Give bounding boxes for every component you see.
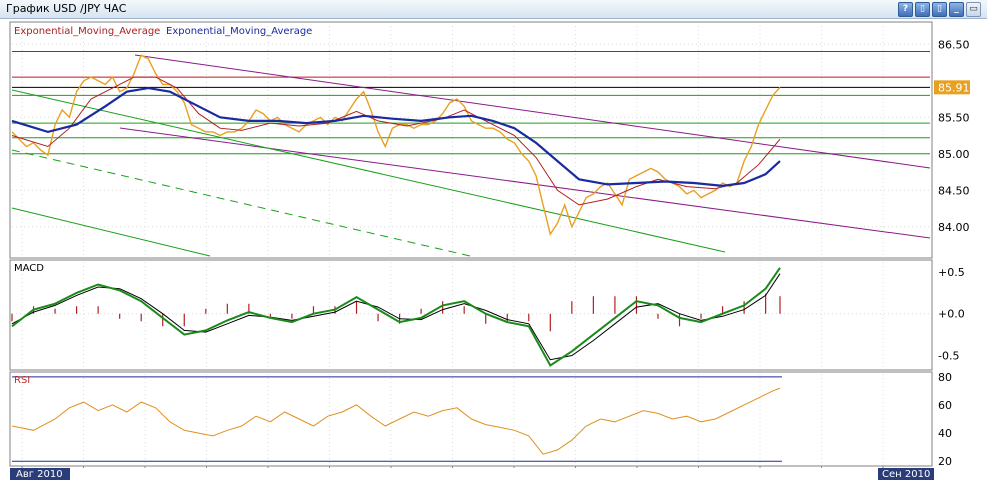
ema-slow-line <box>11 86 781 188</box>
macd-y-label-2: -0.5 <box>938 349 959 362</box>
macd-panel <box>9 259 933 371</box>
current-price-label: 85.91 <box>938 81 970 94</box>
rsi-y-label-1: 60 <box>938 399 952 412</box>
rsi-legend: RSI <box>14 375 30 386</box>
month-label-bg-1 <box>10 468 70 480</box>
rsi-y-label-0: 80 <box>938 371 952 384</box>
restore-button-2[interactable]: ▯ <box>932 2 947 17</box>
maximize-button[interactable]: ▭ <box>966 2 981 17</box>
macd-y-label-0: +0.5 <box>938 266 965 279</box>
chart-area[interactable]: 12/Чт13/Пт16/Пн17/Вт18/Ср19/Чт20/Пт23/Пн… <box>0 18 987 504</box>
rsi-series-line <box>11 387 781 455</box>
price-y-label-2: 85.50 <box>938 111 970 124</box>
purple-channel-bottom <box>119 127 931 239</box>
help-button[interactable]: ? <box>898 2 913 17</box>
ema-fast-line <box>11 76 781 206</box>
minimize-button[interactable]: _ <box>949 2 964 17</box>
price-panel <box>9 21 933 259</box>
macd-main-line <box>11 267 781 367</box>
price-y-label-4: 84.50 <box>938 184 970 197</box>
purple-channel-top <box>134 54 931 169</box>
current-price-badge <box>934 80 970 95</box>
macd-y-label-1: +0.0 <box>938 308 965 321</box>
price-y-label-5: 84.00 <box>938 221 970 234</box>
green-channel-top <box>11 89 726 253</box>
month-label-2: Сен 2010 <box>882 469 930 480</box>
date-axis <box>10 468 932 502</box>
restore-button-1[interactable]: ▯ <box>915 2 930 17</box>
rsi-y-label-2: 40 <box>938 427 952 440</box>
green-channel-low <box>11 207 211 257</box>
price-series-line <box>11 54 781 236</box>
price-y-label-3: 85.00 <box>938 148 970 161</box>
price-y-label-0: 86.50 <box>938 38 970 51</box>
macd-signal-line <box>11 273 781 361</box>
window-controls: ? ▯ ▯ _ ▭ <box>898 2 981 17</box>
month-label-1: Авг 2010 <box>16 469 63 480</box>
rsi-y-label-3: 20 <box>938 455 952 468</box>
window-title: График USD /JPY ЧАС <box>6 2 127 15</box>
month-label-bg-2 <box>878 468 934 480</box>
price-legend-left: Exponential_Moving_Average <box>14 26 160 37</box>
window-titlebar: График USD /JPY ЧАС ? ▯ ▯ _ ▭ <box>0 0 987 19</box>
macd-legend: MACD <box>14 263 44 274</box>
price-legend-right: Exponential_Moving_Average <box>166 26 312 37</box>
